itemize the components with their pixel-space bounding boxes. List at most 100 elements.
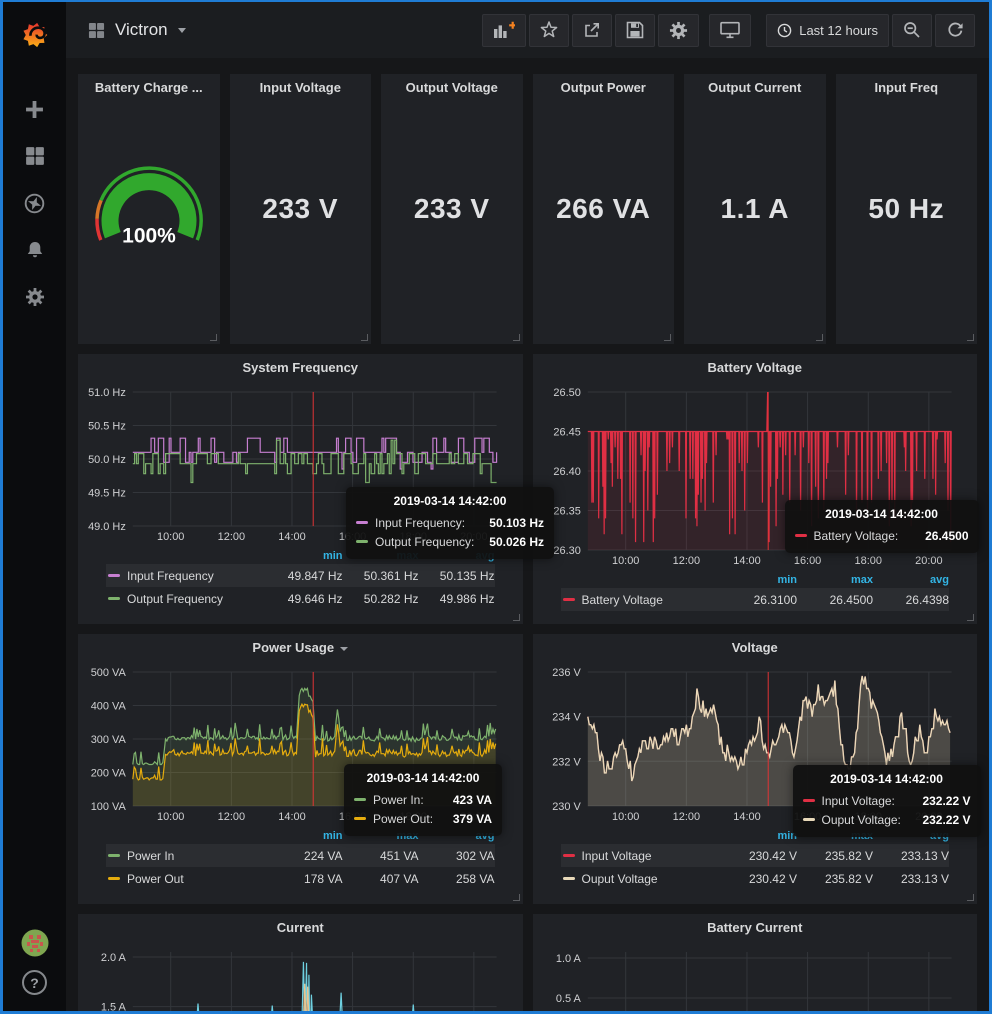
panel-title[interactable]: Input Freq — [836, 74, 978, 100]
legend-header-max[interactable]: max — [797, 574, 873, 586]
sidebar-item-configuration[interactable] — [24, 286, 46, 308]
chart-canvas[interactable]: 500 VA400 VA300 VA200 VA100 VA10:0012:00… — [78, 660, 523, 826]
zoom-out-button[interactable] — [892, 14, 932, 47]
panel-resize-handle[interactable] — [967, 334, 974, 341]
chart-canvas[interactable]: 1.0 A0.5 A10:0012:0014:0016:0018:0020:00 — [533, 940, 978, 1014]
panel-title[interactable]: Output Current — [684, 74, 826, 100]
add-panel-button[interactable] — [482, 14, 526, 47]
stat-panel: Output Power 266 VA — [533, 74, 675, 344]
chart-canvas[interactable]: 26.5026.4526.4026.3526.3010:0012:0014:00… — [533, 380, 978, 570]
series-stat: 235.82 V — [797, 872, 873, 886]
legend-header-min[interactable]: min — [267, 830, 343, 842]
panel-title[interactable]: Battery Charge ... — [78, 74, 220, 100]
sidebar-item-alerting[interactable] — [24, 239, 46, 261]
legend-header-avg[interactable]: avg — [419, 550, 495, 562]
refresh-button[interactable] — [935, 14, 975, 47]
panel-title[interactable]: Current — [78, 914, 523, 940]
chart-panel: Power Usage 500 VA400 VA300 VA200 VA100 … — [78, 634, 523, 904]
gauge: 100% — [77, 151, 221, 278]
panel-title[interactable]: Voltage — [533, 634, 978, 660]
legend-header-avg[interactable]: avg — [873, 830, 949, 842]
series-name[interactable]: Power In — [127, 849, 267, 863]
cycle-view-button[interactable] — [709, 14, 751, 47]
legend-header-max[interactable]: max — [343, 830, 419, 842]
panel-title[interactable]: Input Voltage — [230, 74, 372, 100]
panel-resize-handle[interactable] — [967, 614, 974, 621]
svg-text:16:00: 16:00 — [339, 531, 366, 543]
save-button[interactable] — [615, 14, 655, 47]
chevron-down-icon — [178, 28, 186, 33]
stat-value: 50 Hz — [836, 193, 978, 225]
series-name[interactable]: Battery Voltage — [582, 593, 722, 607]
dashboard-settings-button[interactable] — [658, 14, 699, 47]
stat-value: 233 V — [381, 193, 523, 225]
side-menu: ? — [3, 2, 66, 1011]
grafana-window: ? Victron — [0, 0, 992, 1014]
panel-resize-handle[interactable] — [967, 894, 974, 901]
sidebar-item-dashboards[interactable] — [24, 145, 46, 167]
panel-resize-handle[interactable] — [816, 334, 823, 341]
panel-title[interactable]: Power Usage — [78, 634, 523, 660]
panel-menu-caret-icon — [340, 647, 348, 651]
chart-canvas[interactable]: 2.0 A1.5 A1.0 A10:0012:0014:0016:0018:00… — [78, 940, 523, 1014]
sidebar-item-create[interactable] — [24, 98, 46, 120]
series-name[interactable]: Input Voltage — [582, 849, 722, 863]
legend-header-avg[interactable]: avg — [873, 574, 949, 586]
panel-resize-handle[interactable] — [210, 334, 217, 341]
panel-title[interactable]: Battery Voltage — [533, 354, 978, 380]
panel-resize-handle[interactable] — [513, 894, 520, 901]
chart-panel: System Frequency 51.0 Hz50.5 Hz50.0 Hz49… — [78, 354, 523, 624]
star-button[interactable] — [529, 14, 569, 47]
help-button[interactable]: ? — [22, 970, 47, 995]
panel-title[interactable]: Battery Current — [533, 914, 978, 940]
legend-header-max[interactable]: max — [343, 550, 419, 562]
panel-title[interactable]: System Frequency — [78, 354, 523, 380]
panel-resize-handle[interactable] — [361, 334, 368, 341]
series-color-swatch — [563, 598, 575, 601]
panel-title[interactable]: Output Voltage — [381, 74, 523, 100]
dashboard-grid-icon — [88, 22, 105, 39]
share-button[interactable] — [572, 14, 612, 47]
series-name[interactable]: Output Frequency — [127, 592, 267, 606]
user-avatar[interactable] — [21, 929, 49, 957]
grafana-logo[interactable] — [12, 12, 58, 58]
chart-canvas[interactable]: 236 V234 V232 V230 V10:0012:0014:0016:00… — [533, 660, 978, 826]
svg-text:232 V: 232 V — [552, 756, 581, 768]
series-stat: 407 VA — [343, 872, 419, 886]
svg-text:26.30: 26.30 — [553, 545, 580, 557]
panel-title[interactable]: Output Power — [533, 74, 675, 100]
series-name[interactable]: Input Frequency — [127, 569, 267, 583]
legend-header-min[interactable]: min — [721, 574, 797, 586]
svg-text:26.35: 26.35 — [553, 505, 580, 517]
stat-panel: Input Voltage 233 V — [230, 74, 372, 344]
series-stat: 233.13 V — [873, 849, 949, 863]
panel-resize-handle[interactable] — [664, 334, 671, 341]
series-stat: 178 VA — [267, 872, 343, 886]
svg-text:16:00: 16:00 — [793, 811, 820, 823]
time-range-button[interactable]: Last 12 hours — [766, 14, 889, 47]
legend-header-min[interactable]: min — [721, 830, 797, 842]
stat-value: 266 VA — [533, 193, 675, 225]
legend-header-min[interactable]: min — [267, 550, 343, 562]
svg-text:10:00: 10:00 — [157, 531, 184, 543]
sidebar-item-explore[interactable] — [24, 192, 46, 214]
series-name[interactable]: Power Out — [127, 872, 267, 886]
grid-icon — [25, 146, 45, 166]
svg-text:10:00: 10:00 — [611, 555, 638, 567]
chart-legend: minmaxavgBattery Voltage26.310026.450026… — [533, 570, 978, 611]
legend-header-max[interactable]: max — [797, 830, 873, 842]
dashboard-title-button[interactable]: Victron — [88, 20, 186, 40]
panel-resize-handle[interactable] — [513, 334, 520, 341]
panel-resize-handle[interactable] — [513, 614, 520, 621]
svg-text:500 VA: 500 VA — [91, 667, 127, 679]
clock-icon — [777, 23, 792, 38]
legend-header: minmaxavg — [561, 828, 950, 844]
legend-header-avg[interactable]: avg — [419, 830, 495, 842]
chart-canvas[interactable]: 51.0 Hz50.5 Hz50.0 Hz49.5 Hz49.0 Hz10:00… — [78, 380, 523, 546]
series-color-swatch — [563, 877, 575, 880]
svg-text:16:00: 16:00 — [339, 811, 366, 823]
series-name[interactable]: Ouput Voltage — [582, 872, 722, 886]
series-stat: 49.646 Hz — [267, 592, 343, 606]
gear-icon — [25, 287, 45, 307]
legend-header: minmaxavg — [561, 572, 950, 588]
